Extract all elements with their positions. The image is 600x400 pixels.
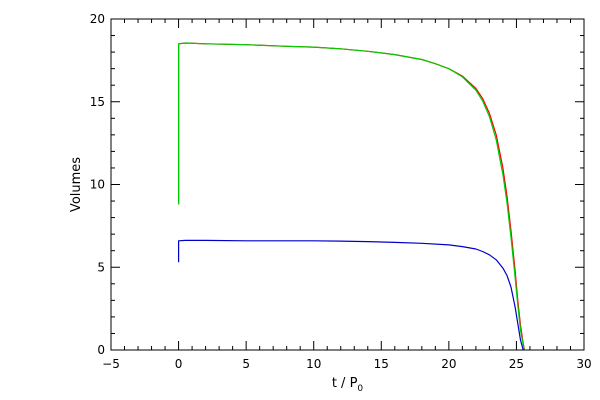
x-axis-title: t / P0 [332, 376, 364, 394]
y-tick-label: 0 [97, 343, 105, 357]
y-axis-title: Volumes [69, 157, 84, 212]
x-tick-label: 5 [242, 357, 250, 371]
series-line-2 [178, 42, 526, 351]
y-tick-label: 15 [90, 95, 105, 109]
x-tick-label: 15 [374, 357, 389, 371]
x-tick-label: 20 [441, 357, 456, 371]
ticks-layer [110, 18, 585, 351]
x-tick-label: 0 [175, 357, 183, 371]
x-tick-label: 30 [576, 357, 591, 371]
y-tick-label: 10 [90, 178, 105, 192]
series-layer [178, 42, 526, 351]
series-line-3 [178, 239, 524, 351]
x-tick-label: −5 [102, 357, 120, 371]
x-tick-label: 25 [509, 357, 524, 371]
x-tick-label: 10 [306, 357, 321, 371]
x-axis-title-subscript: 0 [357, 384, 363, 394]
x-axis-title-main: t / P [332, 376, 358, 391]
y-tick-label: 20 [90, 12, 105, 26]
y-tick-label: 5 [97, 260, 105, 274]
